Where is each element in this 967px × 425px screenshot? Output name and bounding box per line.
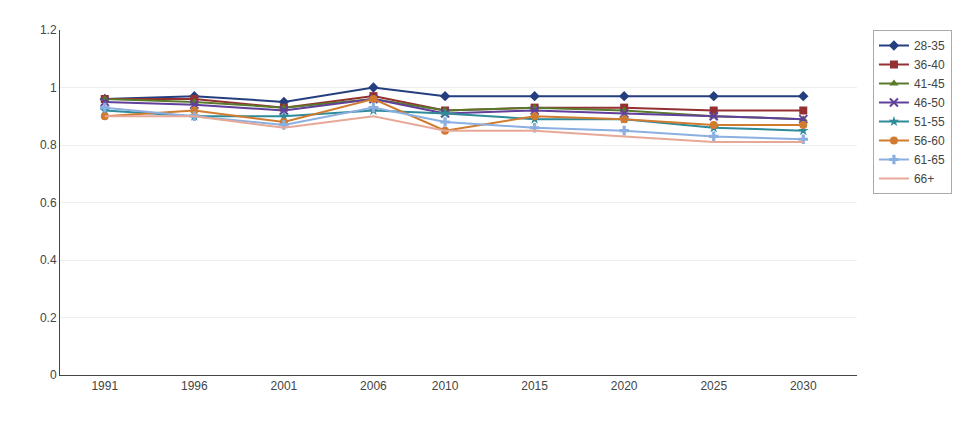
svg-text:0: 0	[50, 368, 57, 382]
svg-text:36-40: 36-40	[914, 58, 945, 72]
svg-text:56-60: 56-60	[914, 134, 945, 148]
svg-text:2006: 2006	[360, 379, 387, 393]
svg-text:2010: 2010	[432, 379, 459, 393]
svg-text:66+: 66+	[914, 172, 934, 186]
svg-text:1991: 1991	[91, 379, 118, 393]
svg-text:2025: 2025	[700, 379, 727, 393]
svg-text:61-65: 61-65	[914, 153, 945, 167]
svg-text:2015: 2015	[521, 379, 548, 393]
svg-text:2001: 2001	[271, 379, 298, 393]
svg-text:2020: 2020	[611, 379, 638, 393]
svg-text:0.4: 0.4	[40, 253, 57, 267]
svg-text:0.6: 0.6	[40, 196, 57, 210]
svg-text:2030: 2030	[790, 379, 817, 393]
svg-text:41-45: 41-45	[914, 77, 945, 91]
svg-text:51-55: 51-55	[914, 115, 945, 129]
svg-text:28-35: 28-35	[914, 39, 945, 53]
svg-text:0.8: 0.8	[40, 138, 57, 152]
svg-text:1996: 1996	[181, 379, 208, 393]
svg-text:1.2: 1.2	[40, 23, 57, 37]
svg-text:1: 1	[50, 81, 57, 95]
svg-text:0.2: 0.2	[40, 311, 57, 325]
svg-text:46-50: 46-50	[914, 96, 945, 110]
